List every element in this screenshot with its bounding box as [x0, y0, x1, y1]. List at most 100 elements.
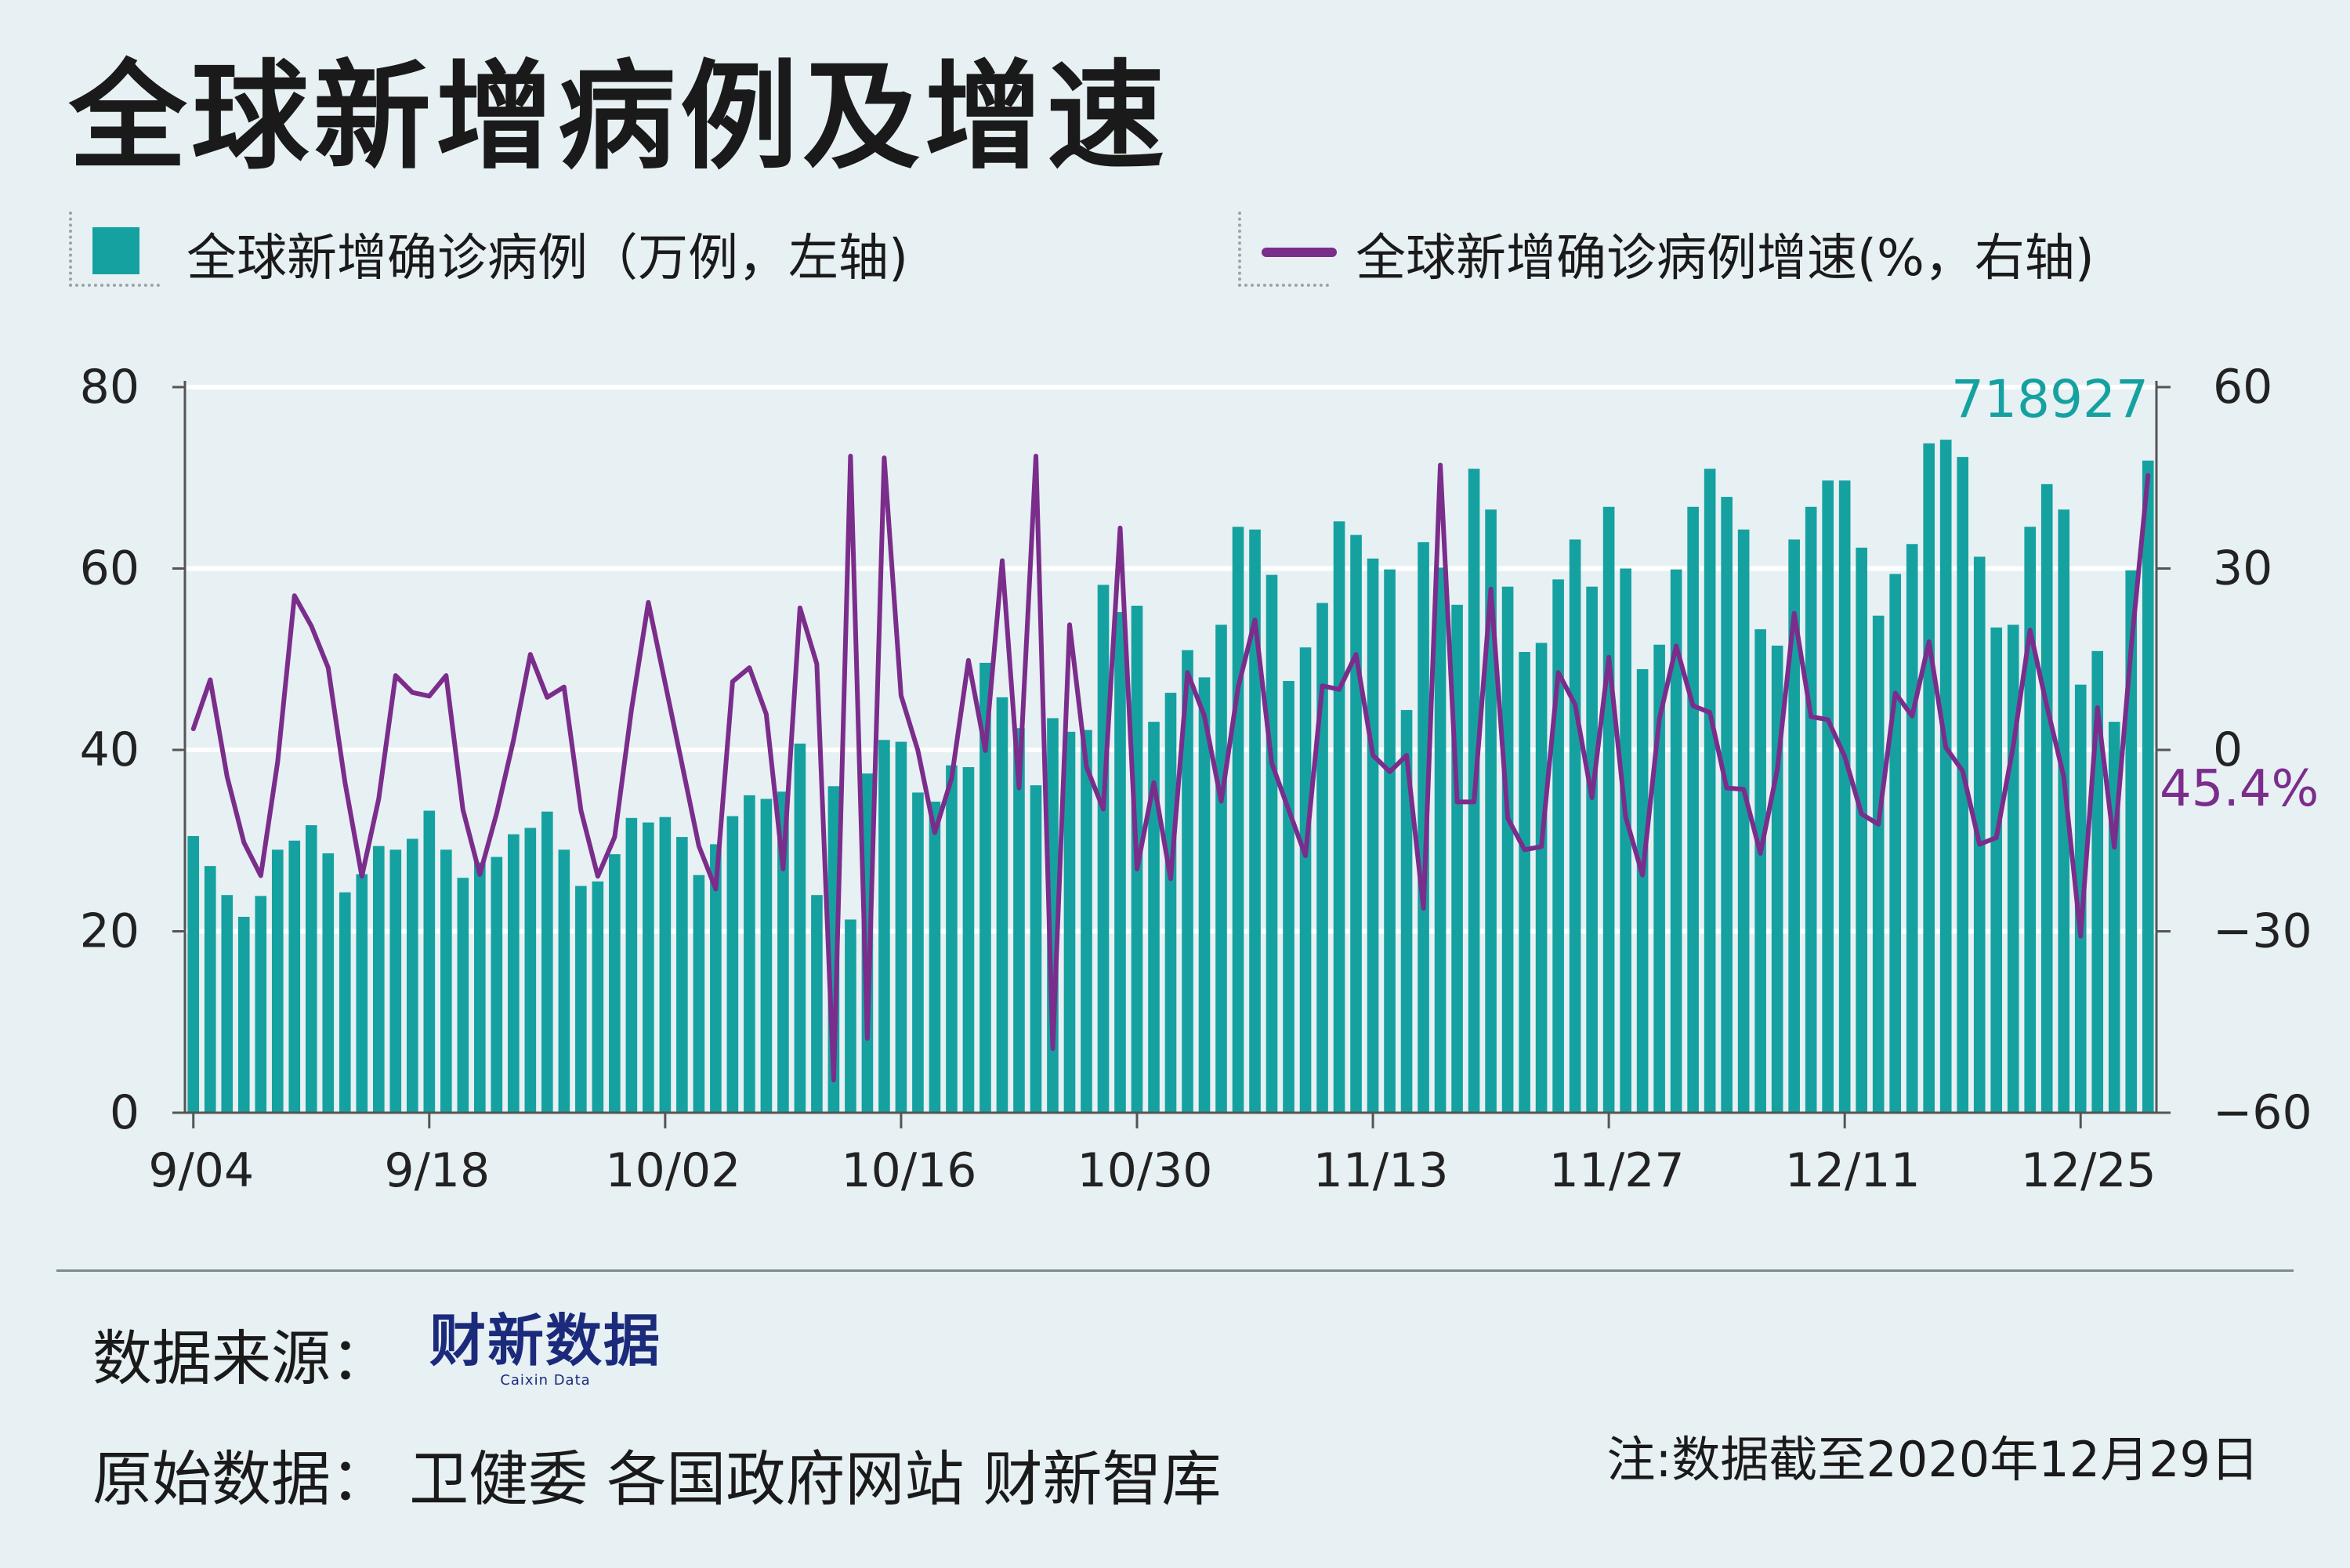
bar-10/02	[659, 817, 672, 1113]
bar-9/04	[187, 835, 200, 1113]
bar-11/16	[1418, 541, 1429, 1113]
bar-10/26	[1063, 731, 1076, 1113]
bar-9/17	[406, 838, 418, 1113]
bar-10/13	[845, 919, 856, 1113]
legend-line-label: 全球新增确诊病例增速(%，右轴)	[1356, 230, 2095, 288]
brand-name: 财新数据	[429, 1308, 662, 1374]
bar-10/24	[1030, 785, 1042, 1113]
bar-12/04	[1721, 497, 1733, 1113]
x-tick-label: 12/25	[2021, 1143, 2156, 1198]
left-tick-label: 60	[80, 541, 139, 596]
bar-12/15	[1906, 544, 1918, 1113]
bar-9/21	[474, 862, 486, 1113]
bar-10/28	[1097, 585, 1110, 1113]
bar-9/23	[508, 834, 520, 1113]
bar-10/05	[710, 844, 722, 1113]
bar-9/12	[322, 853, 335, 1113]
bar-9/14	[356, 874, 368, 1113]
right-tick-label: −30	[2213, 904, 2312, 959]
bar-12/20	[1990, 627, 2003, 1113]
bar-10/29	[1114, 612, 1126, 1113]
footer-divider	[56, 1269, 2294, 1272]
bar-12/01	[1670, 569, 1682, 1113]
bar-9/19	[440, 849, 452, 1113]
caixin-data-logo: 财新数据 Caixin Data	[429, 1309, 661, 1389]
bar-12/11	[1838, 480, 1851, 1113]
bar-11/20	[1485, 509, 1497, 1113]
bar-11/03	[1198, 677, 1211, 1113]
bar-10/16	[895, 741, 907, 1113]
bar-11/01	[1164, 693, 1177, 1113]
bar-12/08	[1788, 539, 1800, 1113]
bar-10/06	[726, 816, 739, 1113]
bar-9/10	[288, 840, 301, 1113]
bar-11/06	[1249, 529, 1261, 1113]
bar-11/02	[1182, 650, 1193, 1113]
bar-9/20	[457, 878, 469, 1113]
brand-sub: Caixin Data	[500, 1371, 591, 1389]
bar-12/13	[1872, 615, 1885, 1113]
x-tick-label: 11/27	[1549, 1143, 1685, 1198]
bar-9/08	[255, 896, 267, 1113]
bar-11/14	[1384, 569, 1396, 1113]
bar-9/25	[541, 811, 553, 1113]
bar-9/16	[389, 849, 402, 1113]
bar-9/26	[558, 849, 570, 1113]
bar-10/07	[744, 795, 755, 1113]
x-tick-label: 10/16	[841, 1143, 976, 1198]
bar-12/05	[1737, 529, 1750, 1113]
bar-11/07	[1266, 574, 1278, 1113]
bar-12/14	[1889, 574, 1901, 1113]
bar-10/18	[929, 801, 941, 1113]
right-tick-label: 0	[2213, 722, 2243, 777]
right-tick-label: −60	[2213, 1085, 2312, 1140]
x-tick-label: 12/11	[1785, 1143, 1921, 1198]
bar-9/11	[305, 825, 317, 1113]
bar-12/10	[1822, 480, 1834, 1113]
bar-9/05	[204, 866, 216, 1113]
bar-11/05	[1232, 527, 1244, 1113]
x-tick-label: 9/18	[384, 1143, 490, 1198]
bar-10/08	[760, 798, 773, 1113]
raw-data-sources: 原始数据： 卫健委 各国政府网站 财新智库	[92, 1444, 1222, 1514]
x-tick-label: 10/02	[605, 1143, 740, 1198]
bar-12/21	[2007, 625, 2019, 1113]
bar-12/12	[1856, 547, 1867, 1113]
right-tick-label: 60	[2213, 360, 2272, 415]
bar-9/24	[524, 827, 537, 1113]
last-bar-value-label: 718927	[1951, 369, 2149, 429]
bar-11/15	[1400, 710, 1413, 1113]
bar-12/23	[2040, 483, 2053, 1113]
bar-10/27	[1081, 730, 1092, 1113]
bar-9/15	[372, 846, 385, 1113]
data-cutoff-note: 注:数据截至2020年12月29日	[1606, 1431, 2259, 1488]
chart-title: 全球新增病例及增速	[69, 49, 1170, 186]
x-tick-label: 9/04	[148, 1143, 254, 1198]
bar-11/25	[1569, 539, 1581, 1113]
bar-10/15	[878, 740, 890, 1113]
bar-11/27	[1602, 506, 1615, 1113]
bar-12/02	[1687, 506, 1699, 1113]
bar-10/11	[811, 895, 823, 1113]
bar-10/01	[643, 822, 654, 1113]
bar-9/22	[491, 856, 503, 1113]
bar-11/17	[1434, 567, 1447, 1113]
bar-10/20	[962, 766, 975, 1113]
bar-12/03	[1704, 469, 1716, 1113]
bar-12/24	[2058, 509, 2070, 1113]
legend-frame	[1238, 212, 1329, 287]
bar-11/23	[1535, 643, 1548, 1113]
combo-chart: 0 20 40 60 80 −60 −30 0 30 60 9/04 9/18 10/02 10/16 10…	[80, 360, 2319, 1198]
bar-9/28	[592, 881, 604, 1113]
bar-9/06	[221, 895, 234, 1113]
bar-11/08	[1283, 681, 1294, 1113]
bar-9/09	[271, 849, 284, 1113]
legend-bar-label: 全球新增确诊病例（万例，左轴)	[186, 230, 908, 288]
bar-11/09	[1299, 647, 1312, 1113]
bar-11/24	[1552, 579, 1564, 1113]
bar-9/27	[575, 885, 587, 1113]
bar-11/21	[1501, 586, 1514, 1113]
growth-rate-line	[190, 454, 2151, 1083]
bar-10/03	[676, 837, 688, 1113]
bar-9/07	[237, 916, 250, 1113]
